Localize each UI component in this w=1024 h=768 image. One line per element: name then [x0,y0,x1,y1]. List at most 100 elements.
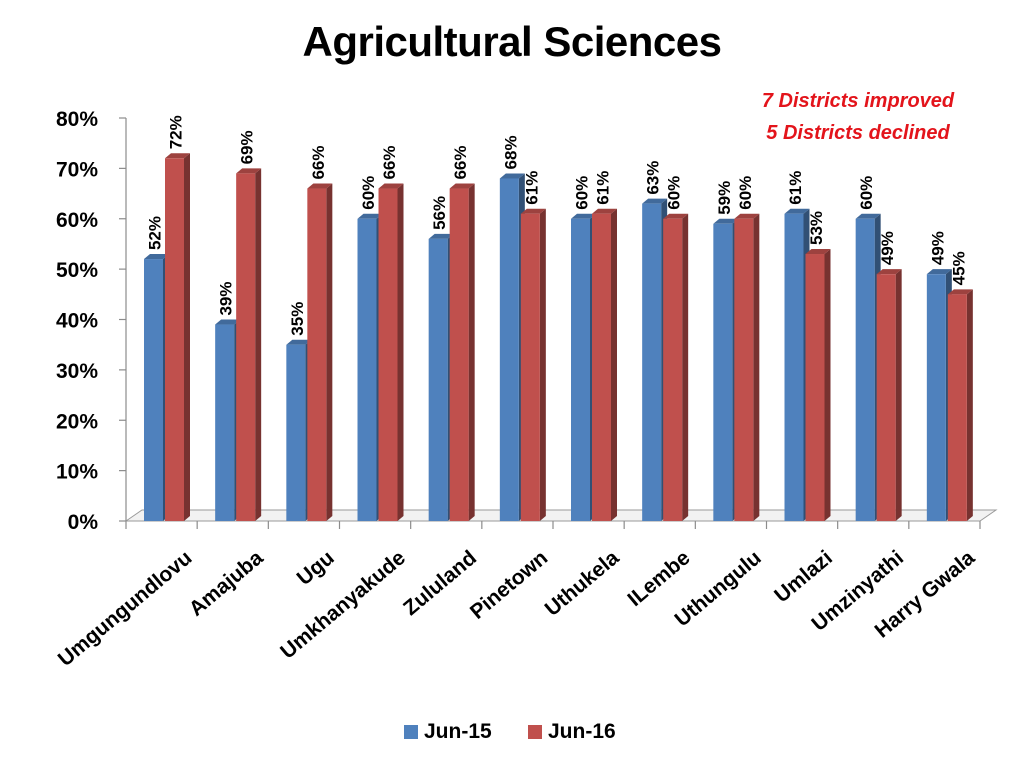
bar-Jun-15-Pinetown [499,178,519,521]
bar-side [326,183,333,521]
bar-top [357,213,383,219]
data-label: 72% [167,115,186,149]
bar-Jun-16-Umlazi [805,254,825,521]
data-label: 61% [594,171,613,205]
data-label: 66% [309,145,328,179]
y-tick-label: 50% [56,259,98,282]
bar-top [805,249,831,255]
annotation-improved: 7 Districts improved [761,90,955,112]
bar-side [895,269,902,521]
bar-Jun-16-Umkhanyakude [378,188,398,521]
bar-side [682,213,689,521]
bar-Jun-16-Zululand [449,188,469,521]
y-tick-label: 70% [56,158,98,181]
bar-Jun-15-Umzinyathi [855,218,875,521]
legend-label-0: Jun-15 [424,720,492,743]
y-tick-label: 10% [56,461,98,484]
x-tick-label: Amajuba [185,546,268,621]
bar-top [428,233,454,239]
bar-Jun-15-Umlazi [784,213,804,521]
bar-Jun-16-Umzinyathi [876,274,896,521]
bar-top [947,289,973,295]
bar-Jun-15-ILembe [642,203,662,521]
bar-Jun-16-Pinetown [520,213,540,521]
bar-top [236,168,262,174]
data-label: 61% [522,171,541,205]
bar-top [215,319,241,325]
bar-side [184,153,190,522]
bar-top [784,208,810,214]
y-tick-label: 0% [68,511,99,534]
annotation-declined: 5 Districts declined [766,122,950,144]
y-tick-label: 80% [56,108,98,131]
data-label: 59% [715,181,734,215]
bar-top [499,173,525,179]
bar-top [926,269,952,275]
x-tick-label: Pinetown [466,546,552,624]
bar-Jun-15-Umgungundlovu [144,259,163,521]
y-tick-label: 20% [56,410,98,433]
bar-top [876,269,902,275]
bar-top [663,213,689,219]
bar-top [855,213,881,219]
bar-top [734,213,760,219]
data-label: 60% [857,176,876,210]
bar-top [378,183,404,189]
data-label: 61% [786,171,805,205]
bar-top [165,153,190,159]
bar-top [307,183,333,189]
bar-Jun-16-Uthungulu [734,218,754,521]
data-label: 49% [928,231,947,265]
bar-top [571,213,596,219]
bar-Jun-15-Umkhanyakude [357,218,377,521]
data-label: 56% [430,196,449,230]
data-label: 49% [878,231,897,265]
bar-top [713,218,739,224]
bar-top [449,183,475,189]
bar-side [753,213,760,521]
bar-Jun-15-Zululand [428,238,448,521]
data-label: 35% [288,302,307,336]
bar-Jun-16-Uthukela [592,213,611,521]
x-tick-label: Ugu [293,546,339,590]
data-label: 45% [949,251,968,285]
bar-Jun-15-Uthukela [571,218,590,521]
bar-side [824,249,831,521]
y-tick-label: 40% [56,310,98,333]
bar-top [286,339,312,345]
bar-side [611,208,617,521]
data-label: 60% [736,176,755,210]
legend-swatch-0 [404,725,418,739]
y-tick-label: 30% [56,360,98,383]
bar-top [144,254,169,260]
bar-Jun-16-Harry Gwala [947,294,967,521]
legend-label-1: Jun-16 [548,720,616,743]
legend-swatch-1 [528,725,542,739]
bar-side [539,208,546,521]
bar-side [397,183,404,521]
bar-Jun-15-Harry Gwala [926,274,946,521]
x-tick-label: Uthukela [541,546,624,621]
data-label: 39% [217,282,236,316]
bar-Jun-16-ILembe [663,218,683,521]
bar-Jun-16-Umgungundlovu [165,158,184,522]
data-label: 63% [644,161,663,195]
bar-top [520,208,546,214]
bar-Jun-15-Ugu [286,344,306,521]
x-tick-label: Umkhanyakude [276,546,410,663]
data-label: 66% [451,145,470,179]
data-label: 53% [807,211,826,245]
bar-side [966,289,973,521]
bar-Jun-15-Amajuba [215,324,235,521]
bar-Jun-16-Amajuba [236,173,256,521]
bar-top [592,208,617,214]
bar-side [468,183,475,521]
bar-Jun-15-Uthungulu [713,223,733,521]
data-label: 66% [380,145,399,179]
data-label: 60% [359,176,378,210]
data-label: 60% [573,176,592,210]
data-label: 60% [665,176,684,210]
y-tick-label: 60% [56,209,98,232]
bar-top [642,198,668,204]
